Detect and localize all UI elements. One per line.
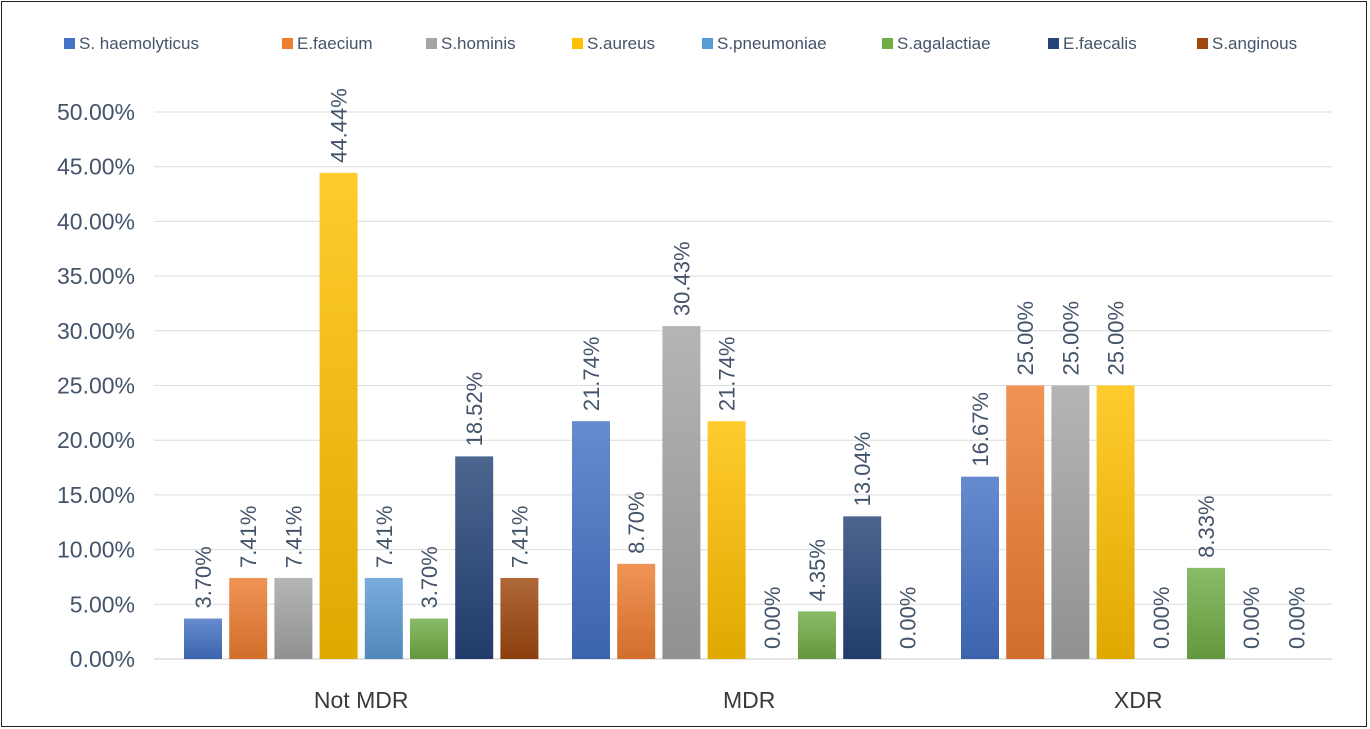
y-tick-label: 25.00%	[57, 373, 135, 399]
data-labels: 3.70% 7.41% 7.41% 44.44% 7.41% 3.70% 18.52% 7.4…	[191, 88, 1309, 649]
bar-xdr-s-hominis	[1051, 385, 1090, 659]
bar-mdr-s-aureus	[707, 421, 746, 659]
data-label-mdr-s-hominis: 30.43%	[669, 241, 694, 316]
bar-not-mdr-s-aureus	[319, 172, 358, 659]
bar-not-mdr-s-hominis	[274, 577, 313, 659]
y-tick-label: 45.00%	[57, 154, 135, 180]
legend-swatch-s-pneumoniae	[702, 38, 713, 49]
bar-mdr-e-faecium	[617, 563, 656, 659]
data-label-xdr-s-hominis: 25.00%	[1058, 301, 1083, 376]
data-label-not-mdr-e-faecalis: 18.52%	[462, 372, 487, 447]
bar-not-mdr-s-agalactiae	[410, 618, 448, 659]
y-axis: 0.00% 5.00% 10.00% 15.00% 20.00% 25.00% 30.00%…	[57, 99, 135, 672]
data-label-not-mdr-s-aureus: 44.44%	[327, 88, 352, 163]
legend-swatch-e-faecium	[282, 38, 293, 49]
y-tick-label: 20.00%	[57, 427, 135, 453]
y-tick-label: 35.00%	[57, 263, 135, 289]
data-label-xdr-s-agalactiae: 8.33%	[1194, 495, 1219, 557]
legend-label-s-haemolyticus: S. haemolyticus	[79, 34, 199, 53]
bar-xdr-e-faecium	[1006, 385, 1045, 659]
x-category-label-mdr: MDR	[723, 687, 775, 713]
y-tick-label: 5.00%	[70, 591, 135, 617]
bar-mdr-s-hominis	[662, 326, 701, 659]
data-label-not-mdr-e-faecium: 7.41%	[236, 506, 261, 568]
y-tick-label: 0.00%	[70, 646, 135, 672]
bar-not-mdr-s-pneumoniae	[364, 577, 403, 659]
bar-mdr-e-faecalis	[843, 516, 882, 659]
data-label-xdr-e-faecalis: 0.00%	[1239, 587, 1264, 649]
data-label-xdr-s-haemolyticus: 16.67%	[968, 392, 993, 467]
x-category-label-not-mdr: Not MDR	[314, 687, 409, 713]
bars	[184, 172, 1225, 659]
legend-swatch-e-faecalis	[1048, 38, 1059, 49]
data-label-xdr-s-pneumoniae: 0.00%	[1149, 587, 1174, 649]
data-label-mdr-s-pneumoniae: 0.00%	[760, 587, 785, 649]
y-tick-label: 30.00%	[57, 318, 135, 344]
legend-swatch-s-haemolyticus	[64, 38, 75, 49]
bar-xdr-s-aureus	[1096, 385, 1135, 659]
data-label-mdr-e-faecalis: 13.04%	[850, 432, 875, 507]
data-label-mdr-e-faecium: 8.70%	[624, 491, 649, 553]
bar-xdr-s-haemolyticus	[961, 476, 999, 659]
legend-swatch-s-hominis	[426, 38, 437, 49]
bar-xdr-s-agalactiae	[1187, 567, 1225, 659]
data-label-not-mdr-s-agalactiae: 3.70%	[417, 546, 442, 608]
legend-swatch-s-agalactiae	[882, 38, 893, 49]
x-category-label-xdr: XDR	[1114, 687, 1163, 713]
legend-label-s-aureus: S.aureus	[587, 34, 655, 53]
data-label-mdr-s-anginous: 0.00%	[895, 587, 920, 649]
legend: S. haemolyticus E.faecium S.hominis S.aureu…	[64, 34, 1297, 53]
data-label-mdr-s-haemolyticus: 21.74%	[579, 337, 604, 412]
legend-label-s-anginous: S.anginous	[1212, 34, 1297, 53]
data-label-xdr-s-aureus: 25.00%	[1104, 301, 1129, 376]
y-tick-label: 50.00%	[57, 99, 135, 125]
data-label-mdr-s-aureus: 21.74%	[715, 337, 740, 412]
y-tick-label: 15.00%	[57, 482, 135, 508]
bar-not-mdr-s-anginous	[500, 577, 539, 659]
data-label-not-mdr-s-hominis: 7.41%	[281, 506, 306, 568]
legend-label-e-faecalis: E.faecalis	[1063, 34, 1137, 53]
x-axis: Not MDR MDR XDR	[314, 687, 1163, 713]
bar-mdr-s-agalactiae	[798, 611, 836, 659]
bar-not-mdr-s-haemolyticus	[184, 618, 222, 659]
legend-label-e-faecium: E.faecium	[297, 34, 373, 53]
data-label-not-mdr-s-anginous: 7.41%	[507, 506, 532, 568]
bar-mdr-s-haemolyticus	[572, 421, 610, 659]
legend-swatch-s-anginous	[1197, 38, 1208, 49]
legend-label-s-pneumoniae: S.pneumoniae	[717, 34, 827, 53]
data-label-not-mdr-s-pneumoniae: 7.41%	[372, 506, 397, 568]
legend-swatch-s-aureus	[572, 38, 583, 49]
legend-label-s-agalactiae: S.agalactiae	[897, 34, 991, 53]
data-label-not-mdr-s-haemolyticus: 3.70%	[191, 546, 216, 608]
y-tick-label: 10.00%	[57, 537, 135, 563]
bar-not-mdr-e-faecalis	[455, 456, 494, 659]
bar-not-mdr-e-faecium	[229, 577, 268, 659]
data-label-xdr-s-anginous: 0.00%	[1284, 587, 1309, 649]
data-label-mdr-s-agalactiae: 4.35%	[805, 539, 830, 601]
legend-label-s-hominis: S.hominis	[441, 34, 516, 53]
data-label-xdr-e-faecium: 25.00%	[1013, 301, 1038, 376]
y-tick-label: 40.00%	[57, 208, 135, 234]
